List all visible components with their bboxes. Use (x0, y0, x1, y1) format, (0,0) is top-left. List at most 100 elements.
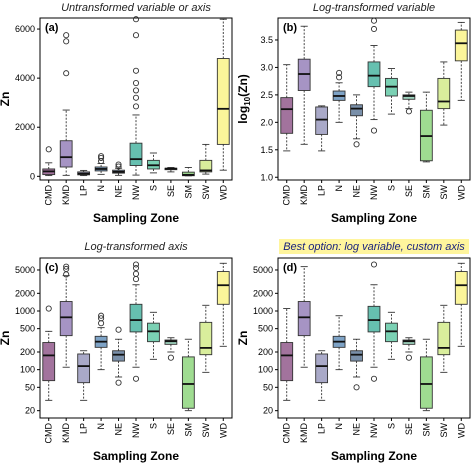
x-axis-label: Sampling Zone (331, 449, 417, 463)
x-tick-label: NE (114, 185, 124, 198)
y-tick-label: 1000 (253, 306, 273, 316)
x-tick-label: SM (421, 423, 431, 437)
box-iqr (77, 353, 91, 384)
box-iqr (59, 140, 73, 168)
outlier-point (115, 379, 122, 386)
box-KMD (297, 25, 311, 145)
box-SM (181, 167, 195, 177)
panel-label: (c) (45, 262, 59, 274)
box-KMD (59, 32, 73, 176)
outlier-point (98, 312, 105, 319)
box-iqr (419, 356, 433, 409)
panel-a: Untransformed variable or axis(a) 0 2000 40… (0, 2, 233, 225)
x-axis-label: Sampling Zone (93, 211, 179, 225)
box-iqr (367, 305, 381, 333)
box-SW (199, 304, 213, 373)
outlier-point (353, 141, 360, 148)
box-iqr (280, 342, 294, 382)
outlier-point (336, 74, 343, 81)
panel-title: Log-transformed axis (84, 241, 188, 253)
x-tick-label: SE (404, 185, 414, 197)
box-NE (112, 161, 125, 176)
y-tick-label: 0 (30, 171, 35, 181)
box-iqr (199, 159, 213, 173)
box-S (385, 311, 398, 360)
box-N (94, 153, 108, 175)
x-tick-label: WD (456, 423, 466, 438)
box-iqr (59, 301, 73, 337)
y-tick-label: 1000 (15, 306, 35, 316)
y-axis-label: Zn (0, 331, 12, 346)
outlier-point (98, 315, 105, 322)
x-tick-label: S (386, 185, 396, 191)
y-tick-label: 3.0 (260, 62, 273, 72)
y-tick-label: 200 (258, 347, 273, 357)
box-CMD (42, 146, 56, 177)
outlier-point (115, 326, 122, 333)
outlier-point (132, 261, 140, 268)
outlier-point (132, 32, 140, 39)
outlier-point (167, 354, 174, 361)
x-tick-label: SE (166, 185, 176, 197)
box-iqr (454, 271, 468, 305)
box-iqr (199, 321, 213, 356)
x-tick-label: WD (456, 185, 466, 200)
outlier-point (336, 69, 343, 76)
y-tick-label: 100 (20, 365, 35, 375)
outlier-point (63, 38, 70, 45)
y-axis-label: log10(Zn) (236, 74, 252, 124)
x-tick-label: NE (352, 185, 362, 198)
y-axis-label: Zn (0, 92, 12, 107)
box-NE (350, 338, 363, 391)
x-tick-label: NE (352, 423, 362, 436)
box-iqr (147, 322, 160, 343)
x-axis-label: Sampling Zone (93, 449, 179, 463)
y-tick-label: 1.5 (260, 145, 273, 155)
box-WD (216, 18, 230, 171)
box-NE (112, 326, 125, 386)
outlier-point (370, 127, 378, 134)
outlier-point (405, 354, 412, 361)
outlier-point (132, 79, 140, 87)
box-LP (315, 105, 329, 152)
box-LP (77, 350, 91, 401)
box-NW (129, 16, 143, 176)
box-SE (402, 337, 416, 361)
x-tick-label: KMD (299, 185, 309, 206)
box-iqr (315, 106, 329, 135)
x-tick-label: NE (114, 423, 124, 436)
outlier-point (370, 17, 378, 24)
y-tick-label: 50 (25, 382, 35, 392)
x-tick-label: N (334, 423, 344, 430)
x-tick-label: SE (166, 423, 176, 435)
x-tick-label: NW (131, 423, 141, 438)
panel-b: Log-transformed variable (b) 1.0 1.5 2.0 2.5 3… (236, 2, 471, 225)
box-LP (315, 350, 329, 401)
x-tick-label: WD (218, 423, 228, 438)
y-tick-label: 1.0 (260, 172, 273, 182)
box-iqr (402, 339, 416, 345)
box-SE (164, 167, 178, 173)
outlier-point (132, 103, 140, 110)
x-tick-label: LP (79, 423, 89, 434)
outlier-point (132, 16, 140, 23)
box-iqr (216, 271, 230, 305)
y-tick-label: 500 (258, 324, 273, 334)
x-tick-label: WD (218, 185, 228, 200)
x-tick-label: SW (439, 422, 449, 437)
panel-d: Best option: log variable, custom axis (d… (236, 239, 471, 463)
box-KMD (297, 266, 311, 368)
x-tick-label: CMD (44, 185, 54, 206)
box-WD (454, 262, 468, 347)
box-iqr (42, 342, 56, 382)
box-LP (77, 169, 91, 177)
panel-title: Log-transformed variable (313, 2, 435, 14)
y-tick-label: 50 (263, 382, 273, 392)
box-CMD (280, 308, 294, 401)
box-SM (419, 338, 433, 412)
y-tick-label: 3.5 (260, 35, 273, 45)
y-tick-label: 20 (25, 406, 35, 416)
panel-c: Log-transformed axis (c) 20 50 100 200 500 1000… (0, 241, 233, 463)
x-tick-label: KMD (61, 423, 71, 444)
